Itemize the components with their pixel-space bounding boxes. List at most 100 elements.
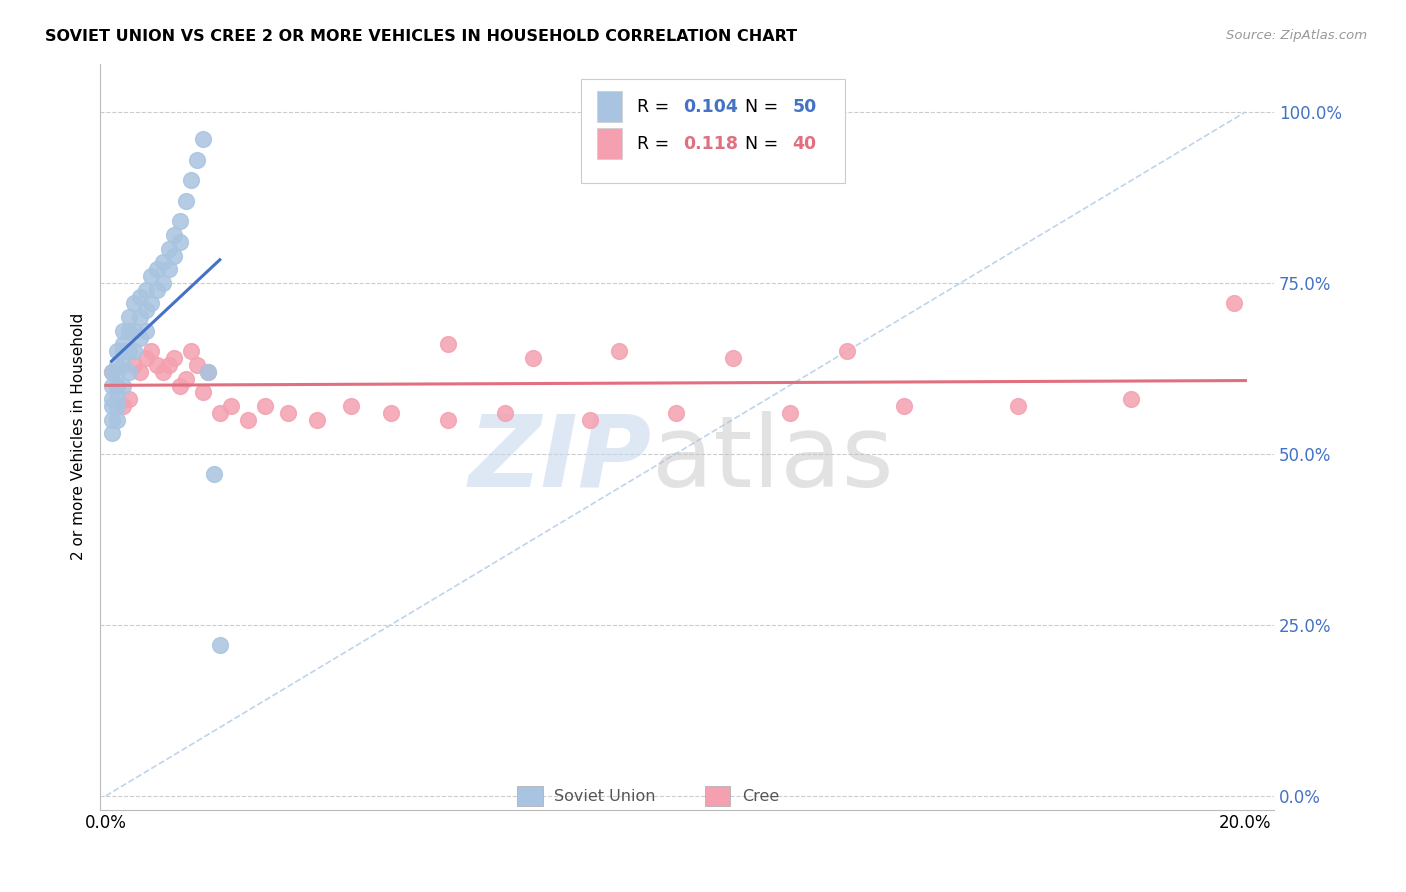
Point	[117, 324, 139, 338]
Point	[835, 344, 858, 359]
FancyBboxPatch shape	[582, 79, 845, 184]
Point	[105, 392, 128, 407]
Point	[135, 324, 157, 338]
Point	[305, 413, 328, 427]
Point	[157, 262, 180, 277]
Point	[219, 399, 242, 413]
Point	[665, 406, 688, 420]
Point	[157, 358, 180, 372]
Text: Soviet Union: Soviet Union	[554, 789, 655, 804]
Point	[186, 358, 208, 372]
Text: atlas: atlas	[652, 410, 893, 508]
Point	[111, 344, 134, 359]
Point	[141, 269, 163, 284]
Text: Source: ZipAtlas.com: Source: ZipAtlas.com	[1226, 29, 1367, 43]
Point	[111, 399, 134, 413]
Point	[135, 351, 157, 366]
Point	[100, 392, 122, 407]
Point	[202, 467, 225, 482]
Point	[141, 344, 163, 359]
Point	[380, 406, 402, 420]
Point	[105, 344, 128, 359]
Point	[100, 378, 122, 392]
Text: R =: R =	[637, 97, 675, 116]
Text: R =: R =	[637, 135, 675, 153]
Point	[135, 283, 157, 297]
Point	[152, 276, 174, 290]
FancyBboxPatch shape	[704, 787, 731, 805]
Point	[146, 262, 169, 277]
Text: N =: N =	[734, 97, 783, 116]
Text: 0.104: 0.104	[683, 97, 738, 116]
Point	[124, 324, 146, 338]
Text: N =: N =	[734, 135, 783, 153]
Point	[111, 378, 134, 392]
Point	[254, 399, 277, 413]
Point	[124, 344, 146, 359]
Point	[169, 214, 191, 228]
Text: 40: 40	[793, 135, 817, 153]
Point	[100, 399, 122, 413]
Point	[208, 639, 231, 653]
Point	[141, 296, 163, 310]
Point	[721, 351, 744, 366]
Point	[436, 413, 458, 427]
Point	[163, 227, 186, 242]
Point	[117, 392, 139, 407]
Point	[152, 365, 174, 379]
Point	[100, 426, 122, 441]
Point	[117, 310, 139, 325]
Point	[111, 358, 134, 372]
Point	[111, 324, 134, 338]
Point	[146, 283, 169, 297]
Text: 0.118: 0.118	[683, 135, 738, 153]
Point	[579, 413, 602, 427]
Point	[105, 378, 128, 392]
FancyBboxPatch shape	[517, 787, 543, 805]
Y-axis label: 2 or more Vehicles in Household: 2 or more Vehicles in Household	[72, 313, 86, 560]
Point	[494, 406, 516, 420]
Point	[174, 194, 197, 208]
Point	[100, 365, 122, 379]
Point	[197, 365, 219, 379]
Point	[135, 303, 157, 318]
Point	[1121, 392, 1143, 407]
Point	[1007, 399, 1029, 413]
Point	[100, 365, 122, 379]
Point	[129, 331, 152, 345]
Text: SOVIET UNION VS CREE 2 OR MORE VEHICLES IN HOUSEHOLD CORRELATION CHART: SOVIET UNION VS CREE 2 OR MORE VEHICLES …	[45, 29, 797, 45]
Point	[436, 337, 458, 351]
Point	[129, 365, 152, 379]
Point	[105, 399, 128, 413]
Point	[124, 296, 146, 310]
FancyBboxPatch shape	[596, 91, 623, 122]
Point	[117, 344, 139, 359]
Point	[105, 358, 128, 372]
Point	[208, 406, 231, 420]
Point	[169, 378, 191, 392]
Point	[146, 358, 169, 372]
Point	[111, 337, 134, 351]
Point	[522, 351, 544, 366]
Point	[197, 365, 219, 379]
Text: ZIP: ZIP	[468, 410, 652, 508]
Point	[180, 173, 202, 187]
Point	[157, 242, 180, 256]
Point	[105, 413, 128, 427]
Point	[607, 344, 630, 359]
Point	[340, 399, 363, 413]
Point	[277, 406, 299, 420]
Point	[180, 344, 202, 359]
Point	[174, 372, 197, 386]
Point	[169, 235, 191, 249]
Point	[100, 413, 122, 427]
Point	[163, 351, 186, 366]
Point	[191, 385, 214, 400]
Point	[191, 132, 214, 146]
Point	[129, 310, 152, 325]
FancyBboxPatch shape	[596, 128, 623, 160]
Point	[105, 365, 128, 379]
Point	[152, 255, 174, 269]
Point	[129, 290, 152, 304]
Point	[893, 399, 915, 413]
